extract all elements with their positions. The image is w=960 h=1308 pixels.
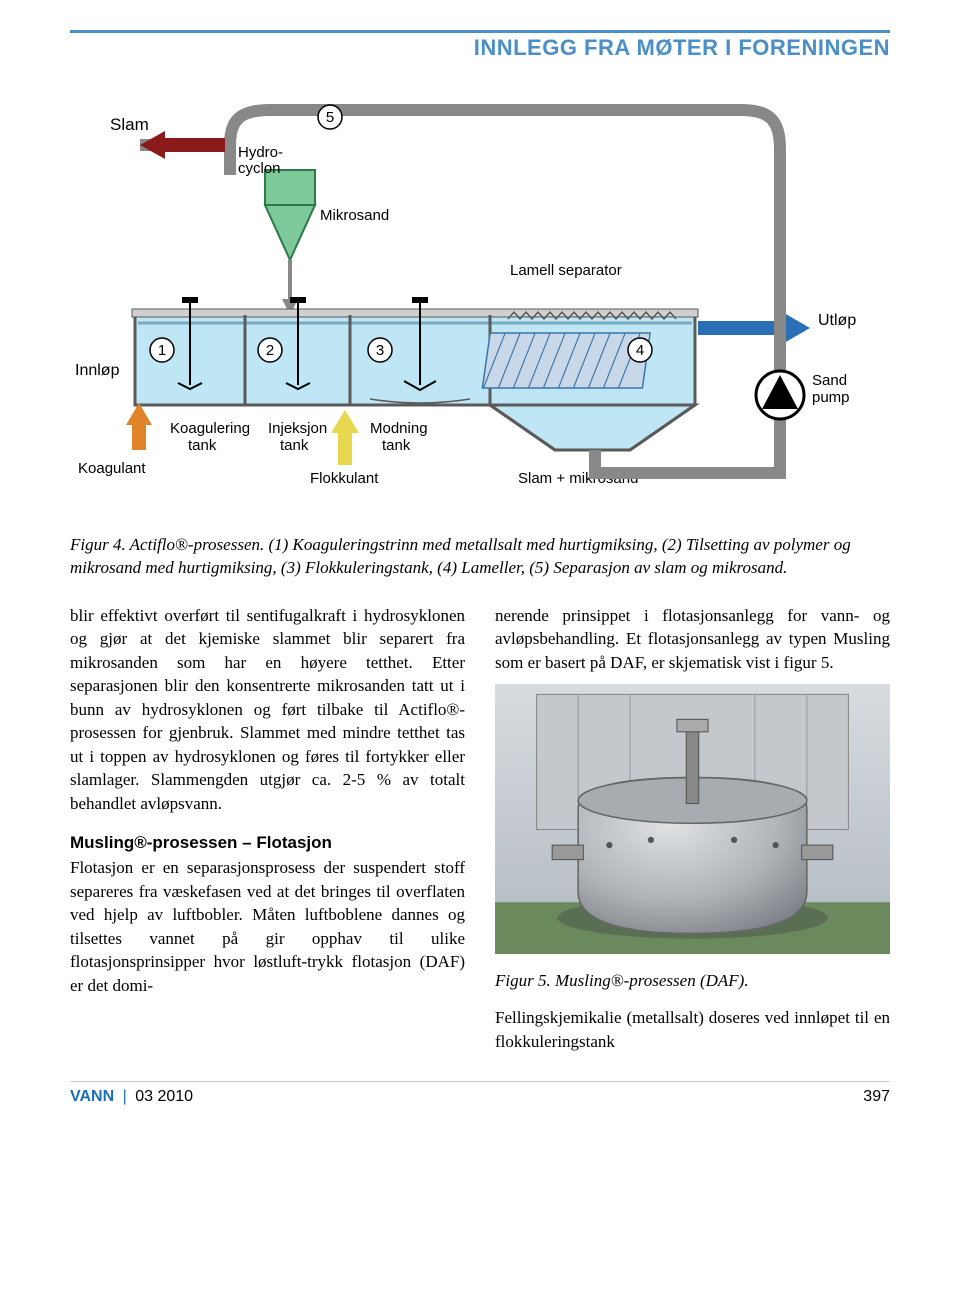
footer-page-number: 397 bbox=[863, 1088, 890, 1106]
fig5-motor bbox=[677, 720, 708, 732]
mod-tank-label-2: tank bbox=[382, 437, 411, 454]
right-column: nerende prinsippet i flotasjonsanlegg fo… bbox=[495, 604, 890, 1053]
utlop-arrow-head bbox=[784, 313, 810, 343]
left-paragraph-1: blir effektivt overført til sentifugalkr… bbox=[70, 604, 465, 815]
right-paragraph-2: Fellingskjemikalie (metallsalt) doseres … bbox=[495, 1006, 890, 1053]
step-2-number: 2 bbox=[266, 342, 274, 359]
body-columns: blir effektivt overført til sentifugalkr… bbox=[70, 604, 890, 1053]
step-1-number: 1 bbox=[158, 342, 166, 359]
utlop-label: Utløp bbox=[818, 312, 856, 329]
lamell-separator bbox=[482, 333, 650, 388]
inj-tank-label-2: tank bbox=[280, 437, 309, 454]
lamell-label: Lamell separator bbox=[510, 262, 622, 279]
left-column: blir effektivt overført til sentifugalkr… bbox=[70, 604, 465, 1053]
section-title: INNLEGG FRA MØTER I FORENINGEN bbox=[70, 35, 890, 61]
sand-pump-label-1: Sand bbox=[812, 372, 847, 389]
figure-5-image bbox=[495, 684, 890, 961]
koagulant-label: Koagulant bbox=[78, 460, 146, 477]
musling-subheading: Musling®-prosessen – Flotasjon bbox=[70, 831, 465, 854]
left-paragraph-2: Flotasjon er en separasjonsprosess der s… bbox=[70, 856, 465, 997]
koag-tank-label-2: tank bbox=[188, 437, 217, 454]
fig5-rivet-1 bbox=[606, 842, 612, 848]
fig5-rivet-4 bbox=[773, 842, 779, 848]
slam-arrow-body bbox=[165, 138, 225, 152]
actiflo-diagram-svg: Slam 5 Hydro- cyclon Mikrosand bbox=[70, 85, 890, 515]
fig5-shaft bbox=[686, 726, 698, 804]
figure-4-diagram: Slam 5 Hydro- cyclon Mikrosand bbox=[70, 85, 890, 520]
step-3-number: 3 bbox=[376, 342, 384, 359]
musling-daf-svg bbox=[495, 684, 890, 954]
fig5-pipe-right bbox=[802, 845, 833, 860]
mod-tank-label-1: Modning bbox=[370, 420, 428, 437]
footer-issue-text: 03 2010 bbox=[135, 1088, 193, 1105]
inj-tank-label-1: Injeksjon bbox=[268, 420, 327, 437]
step-5-number: 5 bbox=[326, 109, 334, 126]
koag-tank-label-1: Koagulering bbox=[170, 420, 250, 437]
fig5-rivet-3 bbox=[731, 837, 737, 843]
header-rule bbox=[70, 30, 890, 33]
footer-issue: VANN | 03 2010 bbox=[70, 1088, 193, 1106]
step-4-number: 4 bbox=[636, 342, 644, 359]
figure-5-caption: Figur 5. Musling®-prosessen (DAF). bbox=[495, 969, 890, 992]
hydrocyclon-label-2: cyclon bbox=[238, 160, 281, 177]
fig5-rivet-2 bbox=[648, 837, 654, 843]
slam-arrow-head bbox=[140, 131, 165, 159]
hydrocyclon-cone bbox=[265, 205, 315, 260]
slam-label: Slam bbox=[110, 115, 149, 134]
figure-4-caption: Figur 4. Actiflo®-prosessen. (1) Koagule… bbox=[70, 534, 890, 580]
mikrosand-label: Mikrosand bbox=[320, 207, 389, 224]
hydrocyclon-label-1: Hydro- bbox=[238, 144, 283, 161]
right-paragraph-1: nerende prinsippet i flotasjonsanlegg fo… bbox=[495, 604, 890, 674]
recirc-pipe-top bbox=[230, 110, 780, 175]
footer-separator: | bbox=[123, 1088, 127, 1105]
fig5-pipe-left bbox=[552, 845, 583, 860]
flokkulant-arrow-head bbox=[331, 410, 359, 433]
footer-brand: VANN bbox=[70, 1088, 114, 1105]
innlop-label: Innløp bbox=[75, 362, 120, 379]
page-footer: VANN | 03 2010 397 bbox=[70, 1081, 890, 1106]
flokkulant-label: Flokkulant bbox=[310, 470, 379, 487]
sand-pump-label-2: pump bbox=[812, 389, 850, 406]
